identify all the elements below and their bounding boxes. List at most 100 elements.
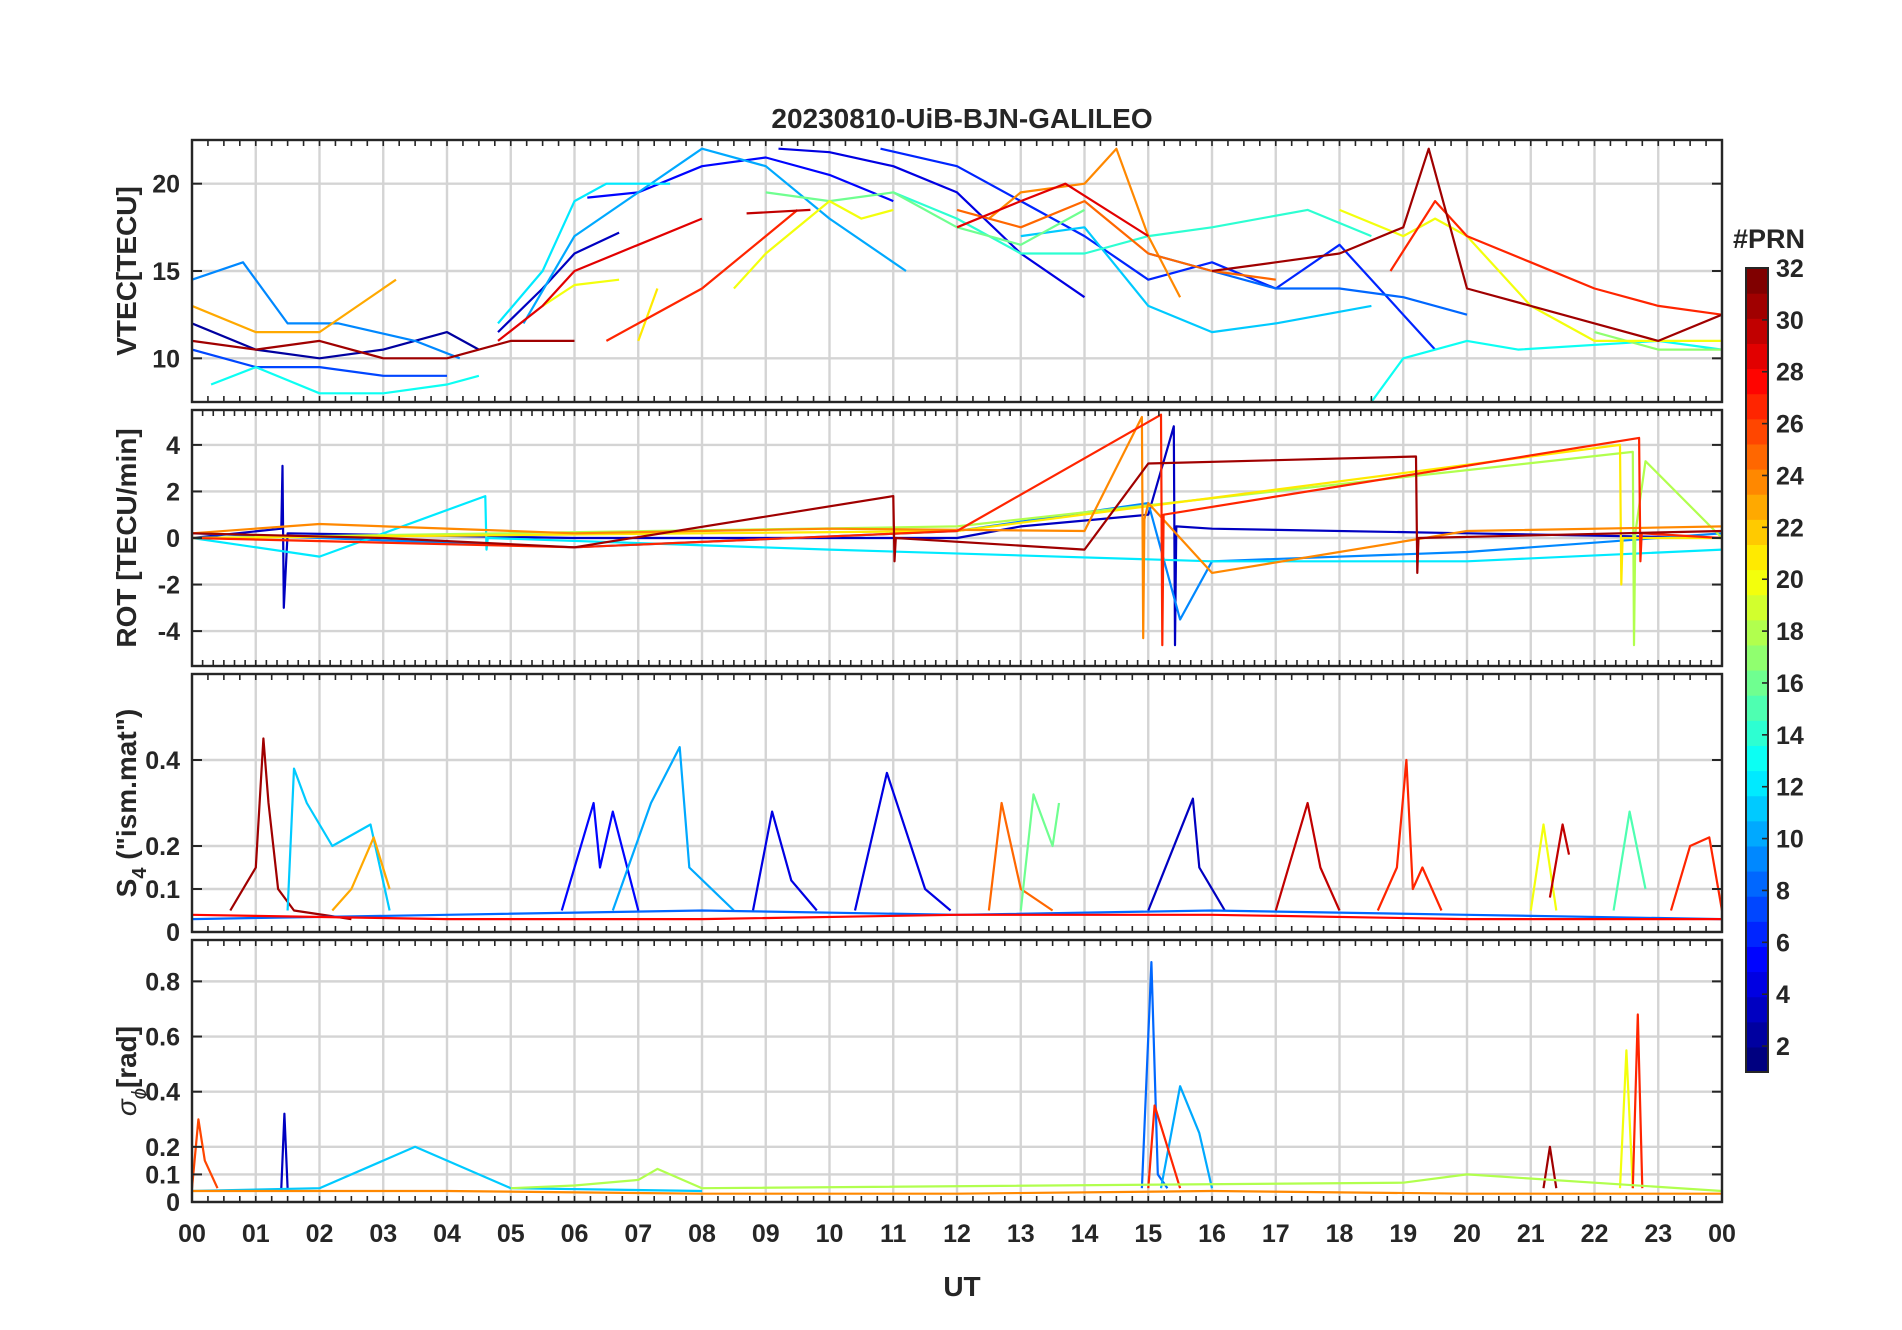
series-prn-26	[192, 1118, 219, 1189]
series-prn-27	[1376, 758, 1443, 911]
series-prn-10	[611, 745, 735, 912]
x-tick-label: 01	[242, 1220, 270, 1248]
panel-frame	[190, 138, 1724, 404]
series-group	[192, 147, 1722, 402]
x-tick-label: 15	[1134, 1220, 1162, 1248]
series-prn-3	[1147, 797, 1226, 912]
y-tick-label: 0.2	[145, 833, 180, 861]
x-tick-label: 18	[1326, 1220, 1354, 1248]
y-tick-label: -2	[158, 572, 180, 600]
series-prn-21	[637, 288, 659, 342]
colorbar-tick-label: 24	[1776, 462, 1804, 490]
y-tick-label: 0.6	[145, 1024, 180, 1052]
y-axis-label-main: S	[111, 879, 142, 898]
x-tick-label: 12	[943, 1220, 971, 1248]
x-tick-label: 22	[1581, 1220, 1609, 1248]
y-tick-label: 0.8	[145, 968, 180, 996]
colorbar-band	[1746, 368, 1768, 395]
colorbar-tick-label: 4	[1776, 981, 1790, 1009]
x-tick-label: 20	[1453, 1220, 1481, 1248]
panel-sigma: 00.10.2 0.4 0.6 0.8 σϕ[rad]	[111, 938, 1724, 1217]
series-prn-28	[192, 913, 1722, 921]
colorbar-tick-label: 12	[1776, 774, 1804, 802]
colorbar-tick-label: 14	[1776, 722, 1804, 750]
x-tick-label: 02	[306, 1220, 334, 1248]
series-prn-2	[192, 322, 480, 360]
series-prn-31	[1542, 1145, 1558, 1189]
y-tick-label: 0.1	[145, 1161, 180, 1189]
series-group	[192, 960, 1722, 1195]
panel-frame	[190, 938, 1724, 1204]
colorbar-band	[1746, 946, 1768, 973]
x-tick-label: 00	[178, 1220, 206, 1248]
colorbar-band	[1746, 921, 1768, 947]
series-prn-13	[210, 366, 480, 395]
series-prn-31	[229, 737, 352, 921]
colorbar-band	[1746, 996, 1768, 1023]
series-prn-27	[1389, 200, 1722, 316]
colorbar-tick-label: 2	[1776, 1033, 1790, 1061]
series-prn-3	[497, 231, 620, 333]
series-prn-24	[192, 415, 1722, 640]
x-tick-label: 05	[497, 1220, 525, 1248]
x-tick-label: 03	[369, 1220, 397, 1248]
y-axis-label-subscript: 4	[129, 867, 151, 879]
series-prn-6	[880, 147, 1436, 351]
colorbar-band	[1746, 293, 1768, 319]
panel-rot: -4 -2 0 2 4 ROT [TECU/min]	[111, 408, 1724, 668]
series-prn-27	[1669, 836, 1722, 911]
y-tick-label: 2	[166, 478, 180, 506]
colorbar-band	[1746, 494, 1768, 520]
x-tick-label: 23	[1644, 1220, 1672, 1248]
x-tick-label: 11	[880, 1220, 907, 1248]
x-tick-label: 04	[433, 1220, 461, 1248]
series-prn-7	[192, 348, 447, 377]
colorbar-band	[1746, 268, 1768, 294]
colorbar-tick-label: 30	[1776, 307, 1804, 335]
series-prn-4	[853, 771, 952, 912]
series-prn-27	[1631, 1013, 1644, 1189]
series-prn-31	[192, 339, 575, 360]
series-prn-30	[1548, 823, 1571, 898]
x-tick-label: 06	[561, 1220, 589, 1248]
colorbar-tick-label: 16	[1776, 670, 1804, 698]
colorbar-band	[1746, 871, 1768, 897]
colorbar-tick-label: 8	[1776, 877, 1790, 905]
y-tick-label: 15	[152, 258, 180, 286]
colorbar-band	[1746, 594, 1768, 621]
series-prn-24	[988, 147, 1182, 298]
figure-title: 20230810-UiB-BJN-GALILEO	[771, 103, 1152, 134]
x-tick-label: 08	[688, 1220, 716, 1248]
series-prn-31	[192, 455, 1722, 575]
series-prn-14	[892, 191, 1372, 255]
colorbar-band	[1746, 720, 1768, 746]
colorbar-tick-label: 28	[1776, 359, 1804, 387]
x-tick-label: 07	[624, 1220, 652, 1248]
y-axis-label: ROT [TECU/min]	[111, 428, 142, 647]
panel-vtec: 10 15 20 VTEC[TECU]	[111, 138, 1724, 404]
x-tick-label: 09	[752, 1220, 780, 1248]
y-axis-label-rest: [rad]	[111, 1026, 142, 1088]
series-prn-4	[778, 147, 1086, 299]
y-axis-label: VTEC[TECU]	[111, 186, 142, 356]
y-tick-label: 0	[166, 1189, 180, 1217]
series-prn-10	[522, 147, 907, 324]
y-axis-label-main: σ	[111, 1098, 142, 1116]
colorbar-band	[1746, 343, 1768, 370]
colorbar-band	[1746, 971, 1768, 998]
colorbar-band	[1746, 745, 1768, 772]
colorbar-band	[1746, 318, 1768, 344]
colorbar-band	[1746, 469, 1768, 495]
series-prn-9	[192, 261, 461, 360]
series-prn-20	[541, 278, 620, 307]
panel-frame	[190, 672, 1724, 934]
x-tick-label: 00	[1708, 1220, 1736, 1248]
series-prn-20	[1618, 1049, 1634, 1189]
colorbar-band	[1746, 770, 1768, 797]
x-tick-label: 17	[1262, 1220, 1290, 1248]
colorbar-tick-label: 26	[1776, 411, 1804, 439]
series-prn-20	[1339, 208, 1722, 342]
series-prn-25	[987, 801, 1054, 912]
colorbar-tick-label: 10	[1776, 826, 1804, 854]
